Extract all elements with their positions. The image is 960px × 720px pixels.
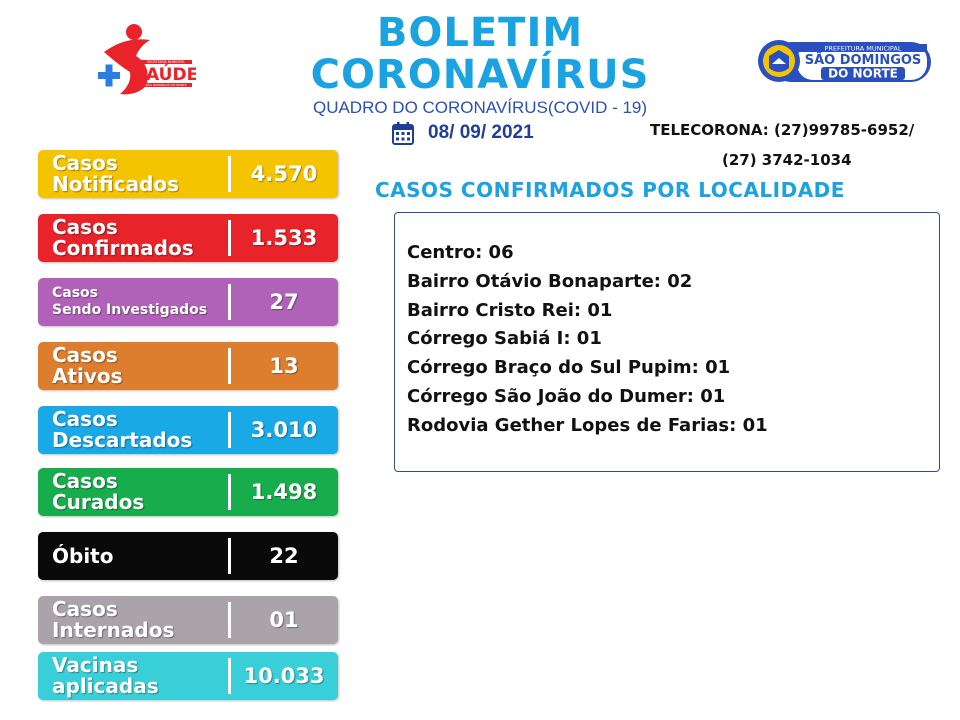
stat-label-line1: Casos (52, 285, 99, 301)
localidade-item: Bairro Cristo Rei: 01 (407, 299, 613, 321)
stat-label-line2: Ativos (52, 364, 123, 388)
stat-label-line2: Descartados (52, 428, 193, 452)
stat-curados: Casos Curados 1.498 (38, 468, 338, 516)
stat-internados: Casos Internados 01 (38, 596, 338, 644)
stat-value: 22 (269, 544, 299, 568)
localidade-item: Centro: 06 (407, 242, 514, 263)
stat-value: 3.010 (250, 418, 318, 442)
stat-label-line2: Notificados (52, 172, 180, 196)
prefeitura-top-text: PREFEITURA MUNICIPAL (825, 45, 902, 53)
stat-value: 10.033 (243, 664, 325, 688)
saude-logo-text: SAÚDE (134, 63, 196, 85)
stat-label-line2: aplicadas (52, 674, 159, 698)
stat-value: 1.498 (250, 480, 318, 504)
stat-separator (228, 538, 231, 574)
stat-obito: Óbito 22 (38, 532, 338, 580)
stat-label-line1: Vacinas (52, 653, 139, 677)
prefeitura-name2-text: DO NORTE (828, 67, 898, 81)
stat-label-line1: Casos (52, 343, 118, 367)
stat-value: 4.570 (250, 162, 318, 186)
localidade-item: Córrego Braço do Sul Pupim: 01 (407, 357, 731, 379)
stat-ativos: Casos Ativos 13 (38, 342, 338, 390)
localidade-title: CASOS CONFIRMADOS POR LOCALIDADE (375, 178, 845, 202)
stat-separator (228, 284, 231, 320)
stat-value: 13 (269, 354, 299, 378)
localidade-item: Bairro Otávio Bonaparte: 02 (407, 270, 693, 292)
stat-label-line2: Internados (52, 618, 175, 642)
stat-label-line2: Curados (52, 490, 145, 514)
bulletin-date: 08/ 09/ 2021 (428, 122, 534, 143)
stat-value: 01 (269, 608, 299, 632)
title-line1: BOLETIM (376, 10, 584, 56)
stat-label-line1: Casos (52, 469, 118, 493)
stat-confirmados: Casos Confirmados 1.533 (38, 214, 338, 262)
stat-separator (228, 348, 231, 384)
title-line2: CORONAVÍRUS (310, 52, 650, 98)
date-row: 08/ 09/ 2021 (392, 119, 534, 147)
localidade-item: Córrego Sabiá I: 01 (407, 328, 602, 350)
stat-separator (228, 156, 231, 192)
stat-separator (228, 602, 231, 638)
prefeitura-logo: PREFEITURA MUNICIPAL SÃO DOMINGOS DO NOR… (758, 40, 931, 82)
stat-label-line1: Casos (52, 407, 118, 431)
stat-value: 27 (269, 290, 299, 314)
prefeitura-name1-text: SÃO DOMINGOS (805, 52, 922, 68)
telecorona-line2: (27) 3742-1034 (722, 151, 852, 169)
stat-descartados: Casos Descartados 3.010 (38, 406, 338, 454)
stat-separator (228, 220, 231, 256)
stat-label-line1: Casos (52, 215, 118, 239)
stat-vacinas: Vacinas aplicadas 10.033 (38, 652, 338, 700)
stat-separator (228, 412, 231, 448)
localidade-item: Córrego São João do Dumer: 01 (407, 385, 726, 407)
localidade-item: Rodovia Gether Lopes de Farias: 01 (407, 414, 768, 436)
stat-label-line2: Sendo Investigados (52, 302, 208, 318)
stat-label-line1: Óbito (52, 543, 114, 568)
stat-investigados: Casos Sendo Investigados 27 (38, 278, 338, 326)
stat-separator (228, 658, 231, 694)
stat-label-line1: Casos (52, 597, 118, 621)
stat-label-line2: Confirmados (52, 236, 194, 260)
stat-label-line1: Casos (52, 151, 118, 175)
stat-value: 1.533 (250, 226, 318, 250)
saude-secretaria-logo: SECRETARIA MUNICIPAL SAÚDE SÃO DOMINGOS … (98, 24, 196, 95)
calendar-icon (392, 122, 414, 145)
stat-notificados: Casos Notificados 4.570 (38, 150, 338, 198)
localidade-list: Centro: 06 Bairro Otávio Bonaparte: 02 B… (407, 239, 768, 441)
stat-separator (228, 474, 231, 510)
localidade-box: Centro: 06 Bairro Otávio Bonaparte: 02 B… (394, 212, 940, 472)
saude-small-bottom-text: SÃO DOMINGOS DO NORTE (145, 82, 186, 87)
telecorona-line1: TELECORONA: (27)99785-6952/ (650, 121, 915, 139)
subtitle: QUADRO DO CORONAVÍRUS(COVID - 19) (312, 98, 648, 117)
saude-small-top-text: SECRETARIA MUNICIPAL (147, 60, 185, 64)
